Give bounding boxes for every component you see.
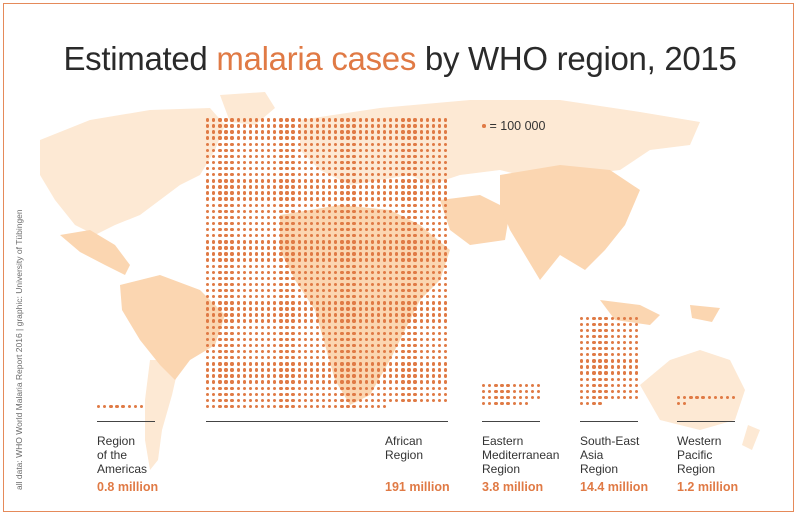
region-label: Western Pacific Region bbox=[677, 434, 722, 476]
region-value: 1.2 million bbox=[677, 480, 739, 494]
title-highlight: malaria cases bbox=[216, 40, 417, 77]
page-title: Estimated malaria cases by WHO region, 2… bbox=[0, 40, 800, 78]
region-value: 3.8 million bbox=[482, 480, 544, 494]
title-suffix: by WHO region, 2015 bbox=[416, 40, 737, 77]
legend-text: = 100 000 bbox=[489, 119, 546, 133]
region-label: African Region bbox=[385, 434, 424, 462]
source-credit: all data: WHO World Malaria Report 2016 … bbox=[14, 209, 24, 490]
dot-icon bbox=[482, 124, 486, 128]
region-label: South-East Asia Region bbox=[580, 434, 640, 476]
region-value: 0.8 million bbox=[97, 480, 159, 494]
baseline-rule bbox=[580, 421, 638, 423]
baseline-rule bbox=[97, 421, 155, 423]
baseline-rule bbox=[482, 421, 540, 423]
region-value: 14.4 million bbox=[580, 480, 649, 494]
region-value: 191 million bbox=[385, 480, 450, 494]
region-label: Eastern Mediterranean Region bbox=[482, 434, 560, 476]
title-prefix: Estimated bbox=[63, 40, 217, 77]
baseline-rule bbox=[677, 421, 735, 423]
baseline-rule bbox=[206, 421, 448, 423]
legend: = 100 000 bbox=[482, 119, 545, 133]
region-label: Region of the Americas bbox=[97, 434, 148, 476]
